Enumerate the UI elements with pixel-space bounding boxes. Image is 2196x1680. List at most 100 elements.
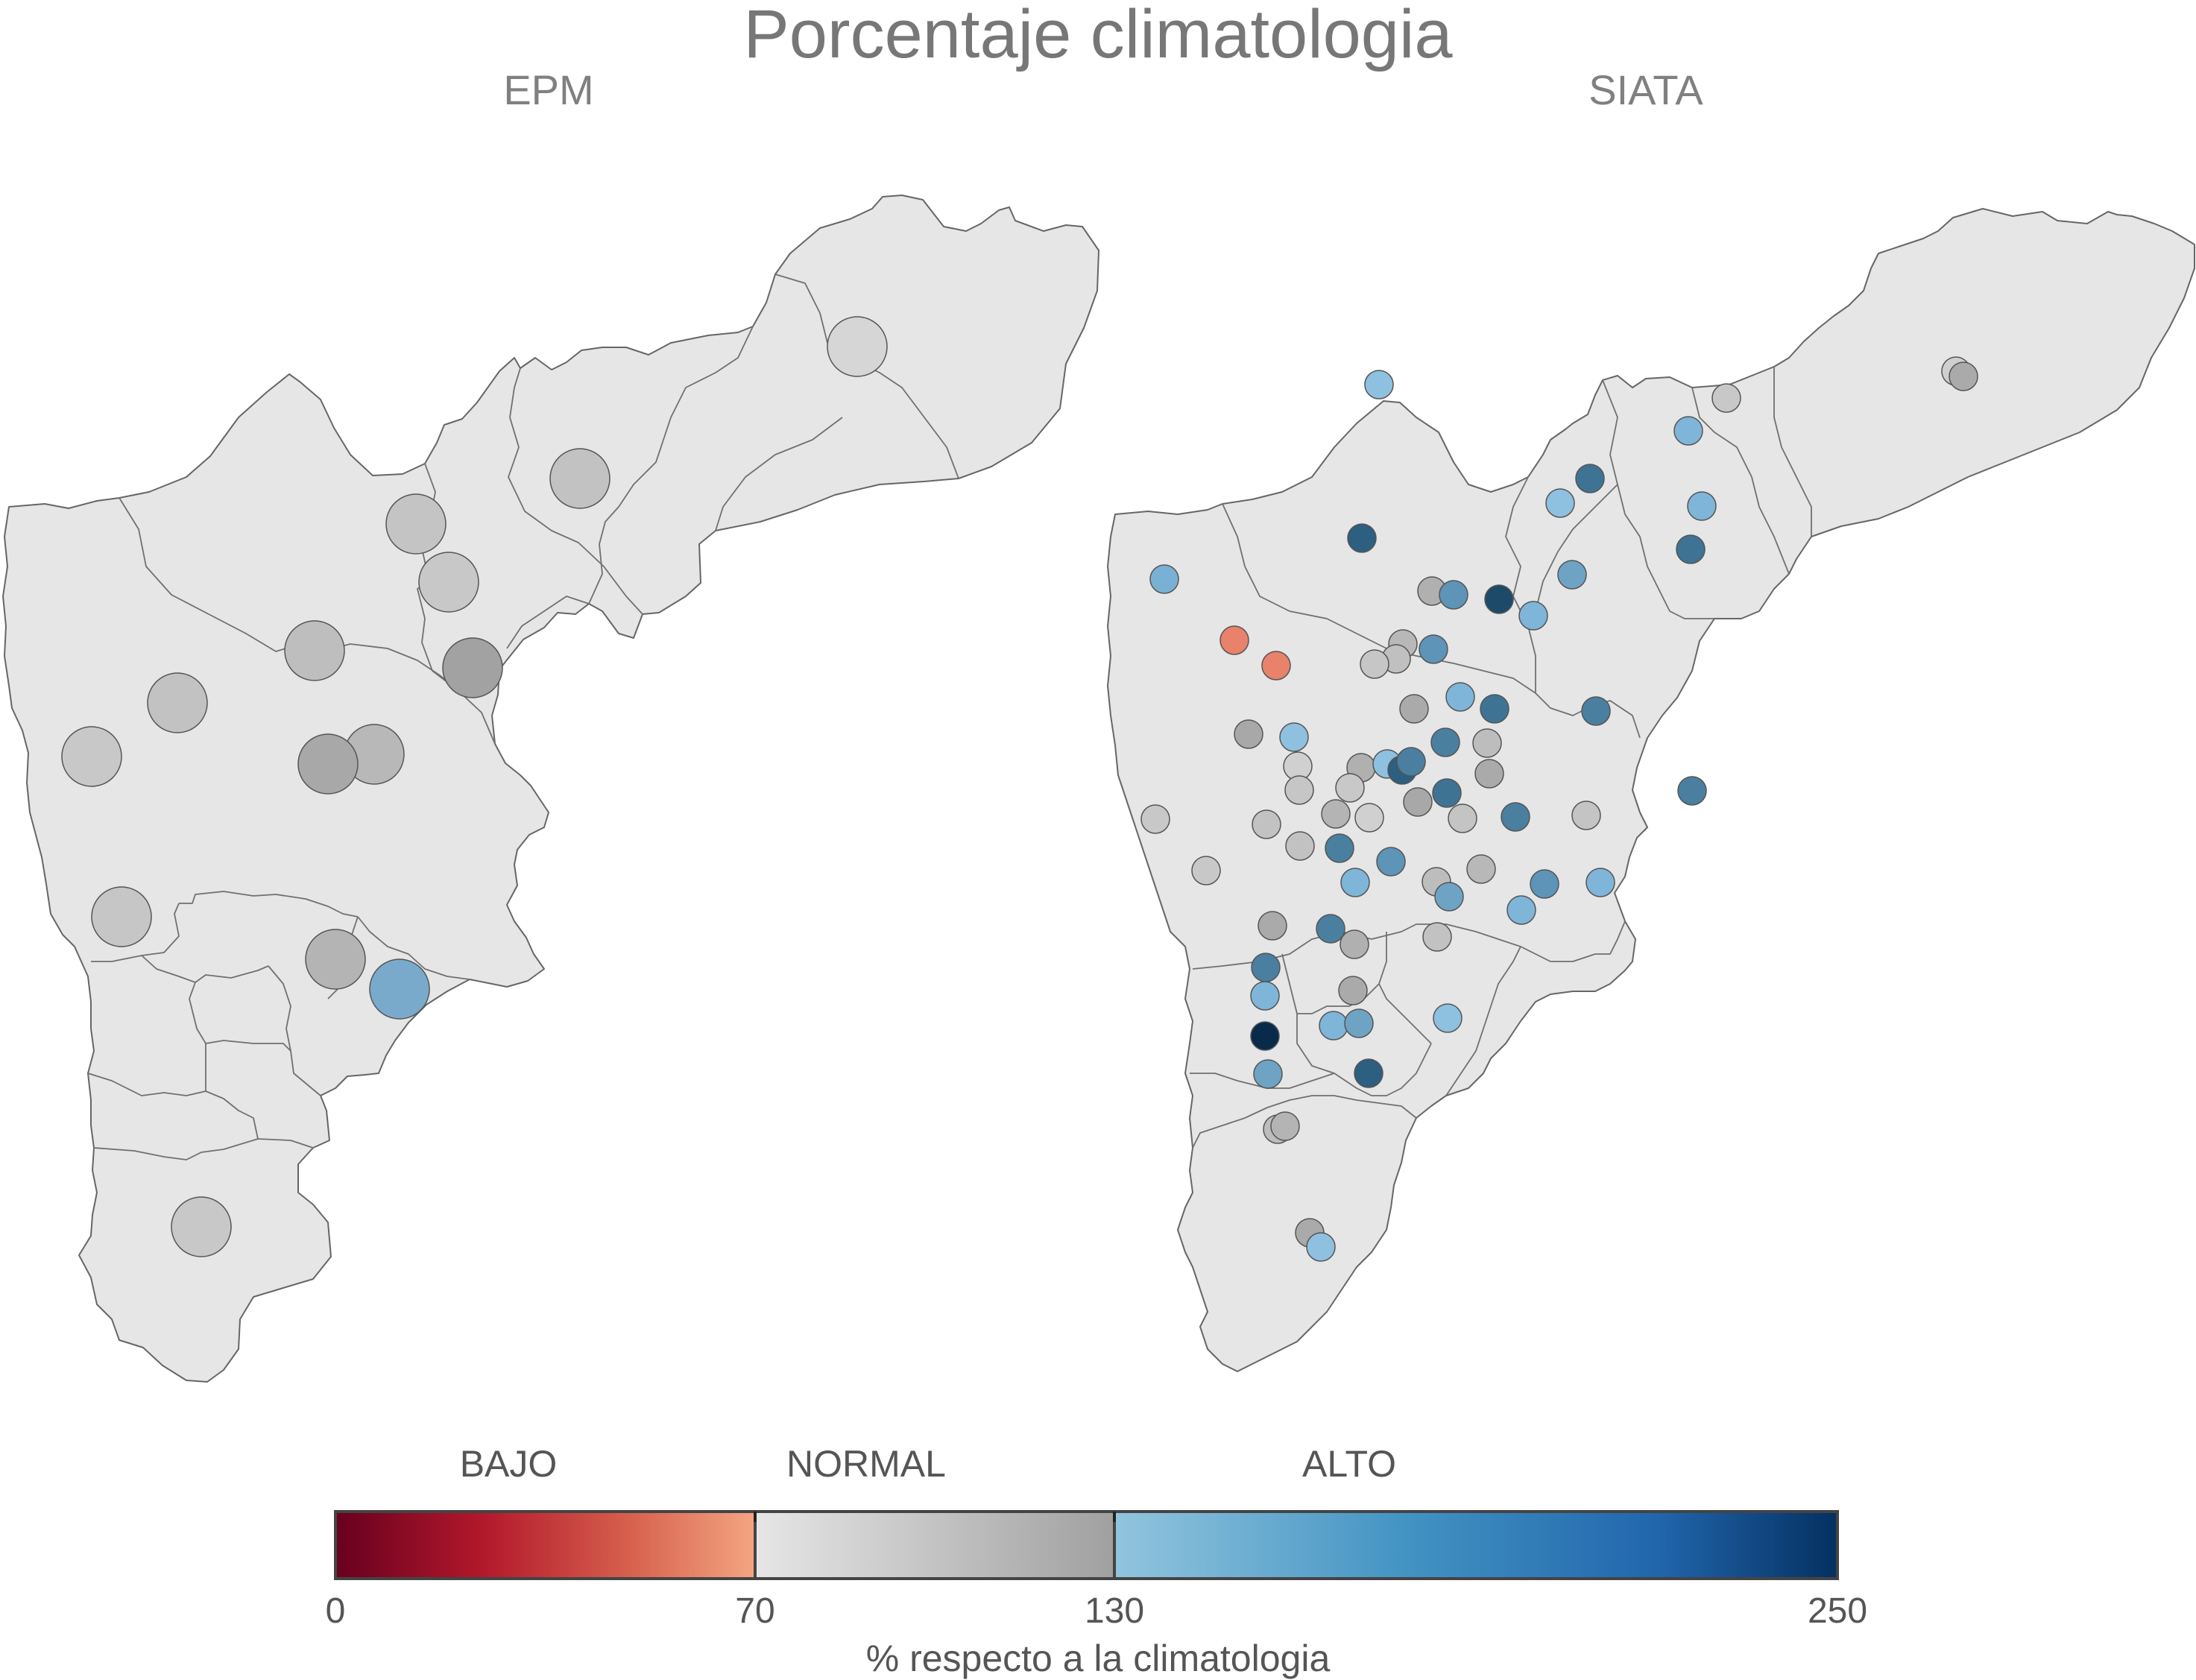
panel-title-siata: SIATA <box>1588 66 1703 113</box>
siata-station-marker <box>1279 722 1309 752</box>
epm-station-marker <box>369 959 430 1020</box>
siata-station-marker <box>1432 778 1462 808</box>
siata-station-marker <box>1251 953 1281 982</box>
siata-station-marker <box>1306 1232 1336 1262</box>
legend-tick-label: 130 <box>1084 1591 1145 1631</box>
siata-station-marker <box>1557 560 1587 590</box>
siata-station-marker <box>1321 799 1351 829</box>
siata-station-marker <box>1285 831 1315 861</box>
siata-station-marker <box>1484 584 1514 614</box>
epm-station-marker <box>171 1196 232 1257</box>
siata-station-marker <box>1434 882 1464 912</box>
siata-station-marker <box>1530 869 1559 899</box>
siata-station-marker <box>1472 728 1502 758</box>
siata-station-marker <box>1673 416 1703 446</box>
siata-station-marker <box>1316 914 1345 944</box>
siata-station-marker <box>1250 981 1280 1011</box>
epm-station-marker <box>284 620 345 681</box>
siata-station-marker <box>1677 776 1707 806</box>
siata-station-marker <box>1140 804 1170 834</box>
siata-station-marker <box>1261 651 1291 680</box>
siata-station-marker <box>1220 625 1249 655</box>
epm-station-marker <box>385 493 447 555</box>
main-title: Porcentaje climatologia <box>743 0 1453 72</box>
siata-station-marker <box>1581 696 1611 726</box>
siata-station-marker <box>1439 580 1468 610</box>
color-scale-bar <box>334 1510 1839 1580</box>
siata-station-marker <box>1376 847 1406 877</box>
siata-station-marker <box>1445 682 1475 712</box>
siata-station-marker <box>1949 361 1978 391</box>
legend-tick-label: 0 <box>325 1591 346 1631</box>
siata-station-marker <box>1399 694 1429 724</box>
siata-station-marker <box>1253 1059 1283 1089</box>
epm-station-marker <box>297 733 359 795</box>
siata-station-marker <box>1575 464 1605 493</box>
epm-station-marker <box>442 637 503 698</box>
siata-station-marker <box>1325 833 1354 863</box>
siata-station-marker <box>1360 649 1389 679</box>
siata-station-marker <box>1687 491 1717 521</box>
siata-station-marker <box>1448 803 1477 833</box>
epm-station-marker <box>827 316 888 377</box>
epm-region-outline <box>2 195 1099 1383</box>
epm-station-marker <box>147 672 208 733</box>
legend-category-bajo: BAJO <box>459 1443 558 1485</box>
siata-station-marker <box>1149 564 1179 594</box>
siata-station-marker <box>1252 809 1281 839</box>
siata-station-marker <box>1258 911 1287 941</box>
siata-stations <box>1140 356 1978 1262</box>
epm-stations <box>61 316 888 1257</box>
siata-station-marker <box>1347 523 1377 553</box>
siata-station-marker <box>1518 601 1548 631</box>
legend-category-normal: NORMAL <box>786 1443 946 1485</box>
siata-station-marker <box>1340 929 1369 959</box>
epm-station-marker <box>305 929 366 990</box>
epm-station-marker <box>91 886 152 947</box>
siata-station-marker <box>1354 1058 1383 1088</box>
siata-station-marker <box>1234 719 1263 749</box>
siata-station-marker <box>1191 856 1221 885</box>
legend-title: % respecto a la climatologia <box>865 1638 1331 1679</box>
siata-station-marker <box>1466 854 1496 884</box>
legend-category-alto: ALTO <box>1302 1443 1396 1485</box>
siata-station-marker <box>1344 1008 1374 1038</box>
siata-station-marker <box>1335 773 1365 803</box>
color-bar-border <box>334 1510 1839 1580</box>
epm-station-marker <box>418 552 479 613</box>
siata-station-marker <box>1319 1011 1348 1040</box>
siata-station-marker <box>1545 488 1575 518</box>
siata-station-marker <box>1474 759 1504 789</box>
siata-station-marker <box>1270 1111 1300 1141</box>
color-segment-normal <box>755 1512 1114 1579</box>
siata-region-outline <box>1107 208 2195 1372</box>
panel-title-epm: EPM <box>503 66 594 113</box>
legend-tick-label: 250 <box>1807 1591 1868 1631</box>
siata-station-marker <box>1284 775 1314 805</box>
epm-region-map <box>2 195 1099 1383</box>
siata-station-marker <box>1586 868 1615 897</box>
siata-station-marker <box>1506 895 1536 925</box>
color-segment-bajo <box>335 1512 755 1579</box>
siata-station-marker <box>1364 370 1394 400</box>
siata-region-map <box>1107 208 2195 1372</box>
siata-station-marker <box>1422 922 1452 952</box>
siata-station-marker <box>1340 868 1370 897</box>
siata-station-marker <box>1250 1021 1280 1051</box>
siata-station-marker <box>1396 747 1426 777</box>
siata-station-marker <box>1676 534 1706 564</box>
siata-station-marker <box>1338 976 1368 1005</box>
siata-station-marker <box>1571 800 1601 830</box>
legend-tick-label: 70 <box>735 1591 775 1631</box>
siata-station-marker <box>1480 694 1509 724</box>
color-segment-alto <box>1114 1512 1837 1579</box>
siata-station-marker <box>1430 727 1460 757</box>
siata-station-marker <box>1711 383 1741 413</box>
siata-station-marker <box>1501 802 1530 832</box>
siata-station-marker <box>1354 803 1384 833</box>
siata-station-marker <box>1433 1003 1463 1033</box>
epm-station-marker <box>61 726 122 787</box>
siata-station-marker <box>1403 787 1433 817</box>
epm-station-marker <box>549 448 610 509</box>
